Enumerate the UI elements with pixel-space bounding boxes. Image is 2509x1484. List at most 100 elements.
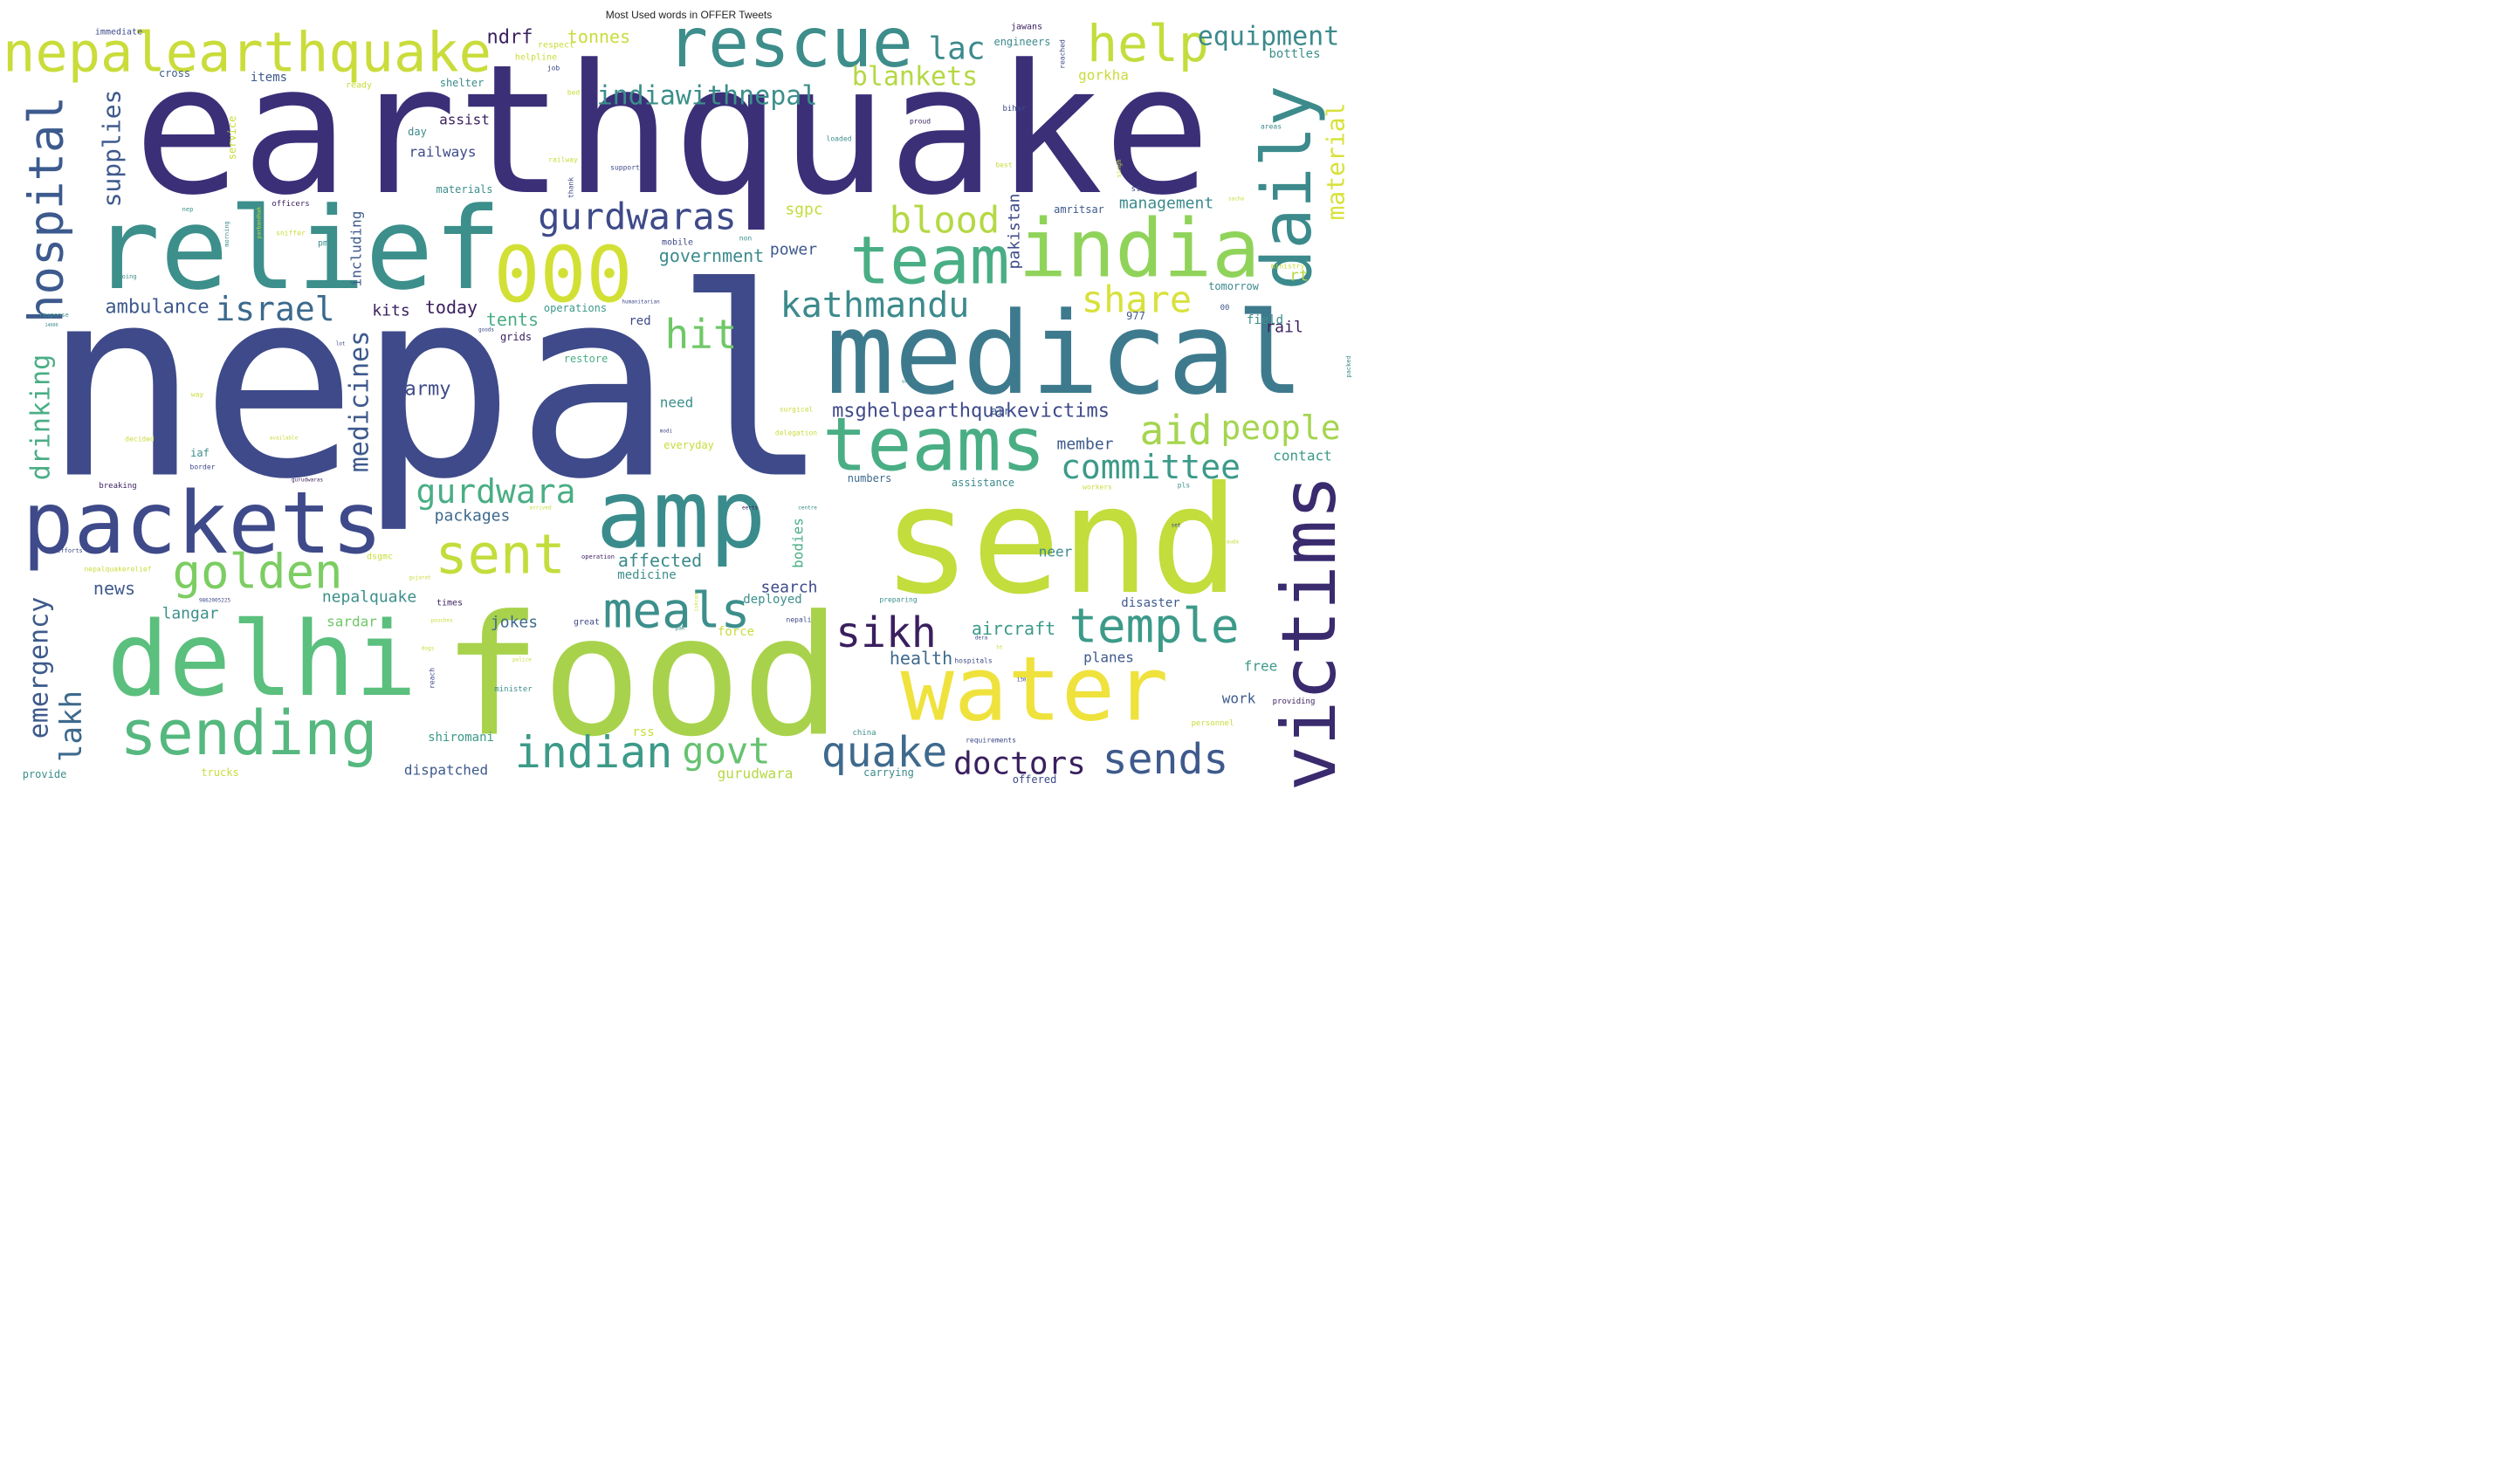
cloud-word: earthquake: [134, 27, 1211, 235]
cloud-word: pouches: [430, 618, 453, 624]
cloud-word: shelter: [440, 77, 485, 89]
cloud-word: affected: [618, 550, 702, 571]
cloud-word: st: [1131, 185, 1141, 194]
cloud-word: railway: [548, 156, 578, 164]
cloud-word: emergency: [24, 597, 55, 739]
cloud-word: rescue: [667, 4, 913, 83]
cloud-word: ht: [996, 645, 1003, 651]
cloud-word: today: [425, 297, 478, 318]
cloud-word: materials: [436, 183, 492, 196]
cloud-word: ministry: [1271, 263, 1305, 271]
cloud-word: operation: [581, 553, 615, 560]
cloud-word: ready: [346, 81, 372, 91]
cloud-word: rss: [632, 725, 654, 739]
cloud-word: dera: [975, 636, 988, 642]
cloud-word: indian: [515, 727, 673, 778]
cloud-word: requirements: [966, 737, 1016, 745]
cloud-word: dogs: [422, 646, 435, 652]
cloud-word: non: [739, 235, 753, 243]
cloud-word: hospital: [19, 96, 74, 323]
cloud-word: lac: [928, 31, 985, 67]
cloud-word: nepali: [787, 616, 812, 624]
cloud-word: humanitarian: [622, 299, 660, 306]
cloud-word: 000: [494, 230, 633, 320]
cloud-word: bottles: [1268, 47, 1320, 61]
cloud-word: helpline: [515, 53, 557, 63]
cloud-word: delhi: [107, 599, 416, 719]
cloud-word: israel: [215, 290, 334, 328]
cloud-word: everyday: [663, 439, 714, 451]
cloud-word: rt: [1289, 267, 1309, 285]
cloud-word: kathmandu: [780, 285, 970, 326]
chart-title: Most Used words in OFFER Tweets: [606, 9, 773, 21]
cloud-word: kits: [372, 302, 409, 320]
cloud-word: gurdwaras: [538, 196, 737, 238]
cloud-word: including: [348, 211, 365, 287]
cloud-word: workers: [1083, 484, 1112, 491]
cloud-word: carrying: [863, 766, 914, 779]
cloud-word: sniffer: [276, 230, 306, 237]
cloud-word: operations: [544, 302, 607, 314]
cloud-word: team: [849, 222, 1009, 299]
cloud-word: thank: [567, 177, 575, 198]
cloud-word: packed: [1345, 355, 1352, 377]
cloud-word: relief: [92, 182, 502, 315]
cloud-word: need: [660, 395, 694, 411]
cloud-word: nepalearthquake: [3, 21, 491, 85]
cloud-word: border: [190, 464, 216, 471]
cloud-word: assist: [439, 112, 490, 128]
cloud-word: pakistan: [1006, 194, 1024, 270]
cloud-word: way: [191, 391, 204, 399]
cloud-word: tonnes: [567, 26, 630, 47]
cloud-word: day: [408, 126, 427, 138]
cloud-word: help: [1087, 14, 1209, 73]
cloud-word: iskcon: [694, 593, 700, 612]
cloud-word: meals: [603, 583, 751, 640]
cloud-word: share: [1082, 278, 1192, 321]
cloud-word: bed: [567, 89, 581, 97]
cloud-word: amritsar: [1054, 203, 1104, 216]
cloud-word: bodies: [790, 518, 807, 568]
cloud-word: medicine: [617, 568, 676, 582]
cloud-word: best: [995, 161, 1012, 169]
cloud-word: member: [1056, 436, 1113, 454]
cloud-word: medical: [826, 287, 1304, 420]
cloud-word: numbers: [848, 472, 892, 484]
cloud-word: cross: [159, 67, 190, 79]
cloud-word: air: [991, 405, 1010, 417]
cloud-word: service: [226, 116, 238, 161]
cloud-word: preparing: [879, 596, 918, 604]
cloud-word: contact: [1273, 448, 1331, 464]
cloud-word: centre: [798, 505, 817, 512]
cloud-word: grids: [500, 331, 532, 343]
cloud-word: railways: [409, 144, 476, 161]
cloud-word: neer: [1039, 544, 1073, 560]
cloud-word: nep: [182, 206, 194, 213]
cloud-word: people: [1220, 409, 1340, 447]
cloud-word: nepalquakerelief: [84, 566, 151, 574]
cloud-word: china: [852, 729, 876, 738]
cloud-word: morning: [223, 221, 230, 247]
cloud-word: areas: [1261, 123, 1282, 131]
cloud-word: set: [1172, 523, 1181, 529]
cloud-word: tents: [486, 309, 539, 330]
cloud-word: arrived: [529, 505, 552, 512]
cloud-word: search: [760, 579, 817, 597]
cloud-word: health: [890, 648, 952, 669]
cloud-word: sikh: [835, 608, 937, 657]
cloud-word: govt: [682, 730, 770, 773]
cloud-word: respect: [538, 41, 574, 51]
cloud-word: engineers: [993, 36, 1050, 48]
cloud-word: teams: [822, 402, 1046, 489]
cloud-word: pls: [1178, 482, 1191, 490]
cloud-word: surgical: [780, 406, 814, 414]
cloud-word: response: [39, 312, 69, 319]
cloud-word: food: [442, 581, 842, 773]
cloud-word: news: [93, 578, 135, 599]
cloud-word: sardar: [327, 614, 377, 630]
cloud-word: nepal: [42, 232, 830, 537]
cloud-word: quake: [821, 728, 948, 777]
word-cloud: Most Used words in OFFER Tweets nepalear…: [3, 4, 1353, 791]
cloud-word: parbandhak: [257, 207, 263, 239]
